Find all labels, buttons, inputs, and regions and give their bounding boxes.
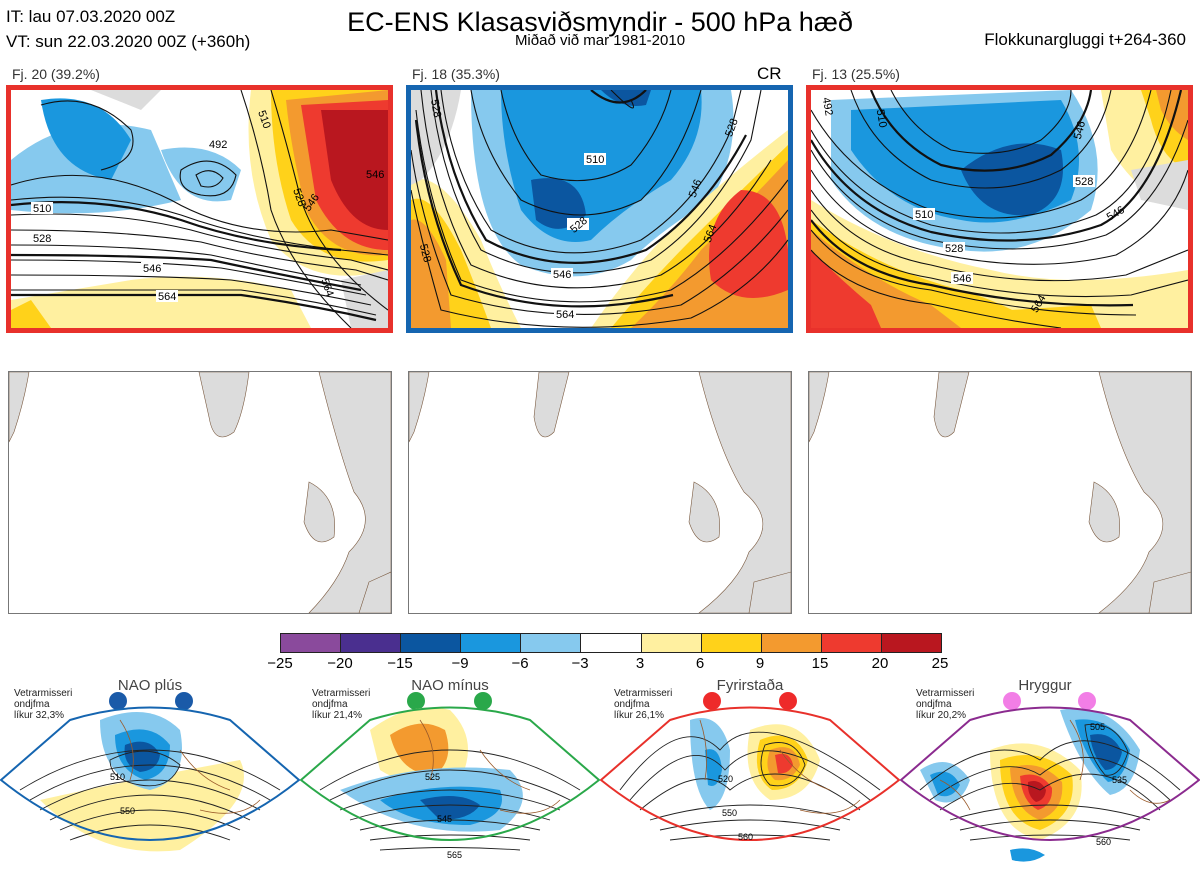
cluster-1-label: Fj. 20 (39.2%) [12, 66, 100, 82]
cluster-map-1: 492 510 528 546 564 510 528 546 564 546 [6, 85, 393, 333]
cluster-2-label: Fj. 18 (35.3%) [412, 66, 500, 82]
initial-time: IT: lau 07.03.2020 00Z [6, 7, 176, 26]
colorbar-segment [341, 634, 402, 652]
contour-label: 546 [366, 169, 384, 181]
contour-label: 505 [1090, 722, 1105, 732]
contour-label: 510 [586, 154, 604, 166]
contour-label: 528 [428, 98, 443, 118]
regime-1-title: NAO plús [117, 677, 183, 694]
contour-label: 546 [553, 269, 571, 281]
valid-time: VT: sun 22.03.2020 00Z (+360h) [6, 32, 251, 51]
colorbar-tick: −3 [571, 655, 589, 672]
contour-label: 546 [1072, 120, 1088, 141]
empty-map-1 [8, 371, 392, 614]
contour-label: 528 [417, 243, 433, 264]
contour-label: 546 [953, 273, 971, 285]
regime-2-title: NAO mínus [411, 677, 489, 694]
colorbar-segment [581, 634, 642, 652]
colorbar-tick: 20 [871, 655, 889, 672]
colorbar-segment [461, 634, 522, 652]
colorbar-tick: 15 [811, 655, 829, 672]
contour-label: 528 [1075, 176, 1093, 188]
regime-map-ridge: 505 535 560 [900, 706, 1200, 862]
page-subtitle: Miðað við mar 1981-2010 [514, 32, 686, 49]
colorbar-segment [761, 634, 822, 652]
regime-map-nao-plus: 510 550 [0, 706, 300, 852]
cluster-map-2: 528 510 528 546 564 546 564 528 528 [406, 85, 793, 333]
contour-label: 565 [447, 850, 462, 860]
contour-label: 520 [718, 774, 733, 784]
regime-1-note: Vetrarmisseri ondjfma líkur 32,3% [14, 688, 73, 721]
colorbar-tick: −20 [327, 655, 353, 672]
colorbar-segment [401, 634, 462, 652]
colorbar-segment [821, 634, 882, 652]
empty-map-3 [808, 371, 1192, 614]
contour-label: 492 [820, 96, 835, 116]
colorbar-segment [521, 634, 582, 652]
cluster-map-3: 492 510 528 546 564 510 528 546 546 [806, 85, 1193, 333]
colorbar-tick: 25 [931, 655, 949, 672]
regime-3-dot [779, 692, 797, 710]
contour-label: 510 [915, 209, 933, 221]
contour-label: 525 [425, 772, 440, 782]
regime-4-title: Hryggur [1018, 677, 1072, 694]
regime-4-dot [1003, 692, 1021, 710]
regime-2-note: Vetrarmisseri ondjfma líkur 21,4% [312, 688, 371, 721]
empty-map-2 [408, 371, 792, 614]
header-info: IT: lau 07.03.2020 00Z VT: sun 22.03.202… [6, 4, 250, 54]
contour-label: 528 [723, 117, 741, 138]
colorbar-tick: −6 [511, 655, 529, 672]
contour-label: 510 [33, 203, 51, 215]
regime-2-dot [407, 692, 425, 710]
classification-window: Flokkunargluggi t+264-360 [984, 30, 1186, 49]
regime-map-nao-minus: 525 545 565 [300, 706, 600, 860]
regime-1-dot [109, 692, 127, 710]
colorbar-segment [281, 634, 342, 652]
colorbar-tick: 6 [695, 655, 705, 672]
colorbar-tick: 3 [635, 655, 645, 672]
colorbar-tick: −25 [267, 655, 293, 672]
contour-label: 545 [437, 814, 452, 824]
contour-label: 550 [120, 806, 135, 816]
contour-label: 564 [158, 291, 176, 303]
contour-label: 550 [722, 808, 737, 818]
contour-label: 492 [209, 139, 227, 151]
contour-label: 535 [1112, 775, 1127, 785]
cluster-2-tag: CR [757, 64, 782, 83]
colorbar-tick: −15 [387, 655, 413, 672]
regime-3-note: Vetrarmisseri ondjfma líkur 26,1% [614, 688, 673, 721]
regime-4-dot [1078, 692, 1096, 710]
contour-label: 546 [143, 263, 161, 275]
contour-label: 560 [1096, 837, 1111, 847]
colorbar-tick: 9 [755, 655, 765, 672]
contour-label: 510 [874, 108, 889, 128]
colorbar-segment [881, 634, 942, 652]
page-title: EC-ENS Klasasviðsmyndir - 500 hPa hæð [347, 7, 853, 37]
contour-label: 546 [687, 178, 705, 199]
cluster-3-label: Fj. 13 (25.5%) [812, 66, 900, 82]
colorbar-segment [701, 634, 762, 652]
contour-label: 510 [255, 109, 273, 130]
colorbar-tick: −9 [451, 655, 469, 672]
contour-label: 510 [110, 772, 125, 782]
contour-label: 564 [702, 223, 720, 244]
regime-3-dot [703, 692, 721, 710]
header-title-block: EC-ENS Klasasviðsmyndir - 500 hPa hæð Mi… [300, 6, 900, 48]
contour-label: 564 [556, 309, 574, 321]
contour-label: 528 [33, 233, 51, 245]
contour-label: 528 [945, 243, 963, 255]
regime-1-dot [175, 692, 193, 710]
colorbar [280, 633, 942, 653]
contour-label: 560 [738, 832, 753, 842]
contour-label: 564 [318, 277, 336, 298]
regime-4-note: Vetrarmisseri ondjfma líkur 20,2% [916, 688, 975, 721]
regime-2-dot [474, 692, 492, 710]
colorbar-segment [641, 634, 702, 652]
contour-label: 528 [290, 187, 308, 208]
regime-3-title: Fyrirstaða [716, 677, 784, 694]
regime-map-blocking: 520 550 560 [600, 706, 900, 842]
